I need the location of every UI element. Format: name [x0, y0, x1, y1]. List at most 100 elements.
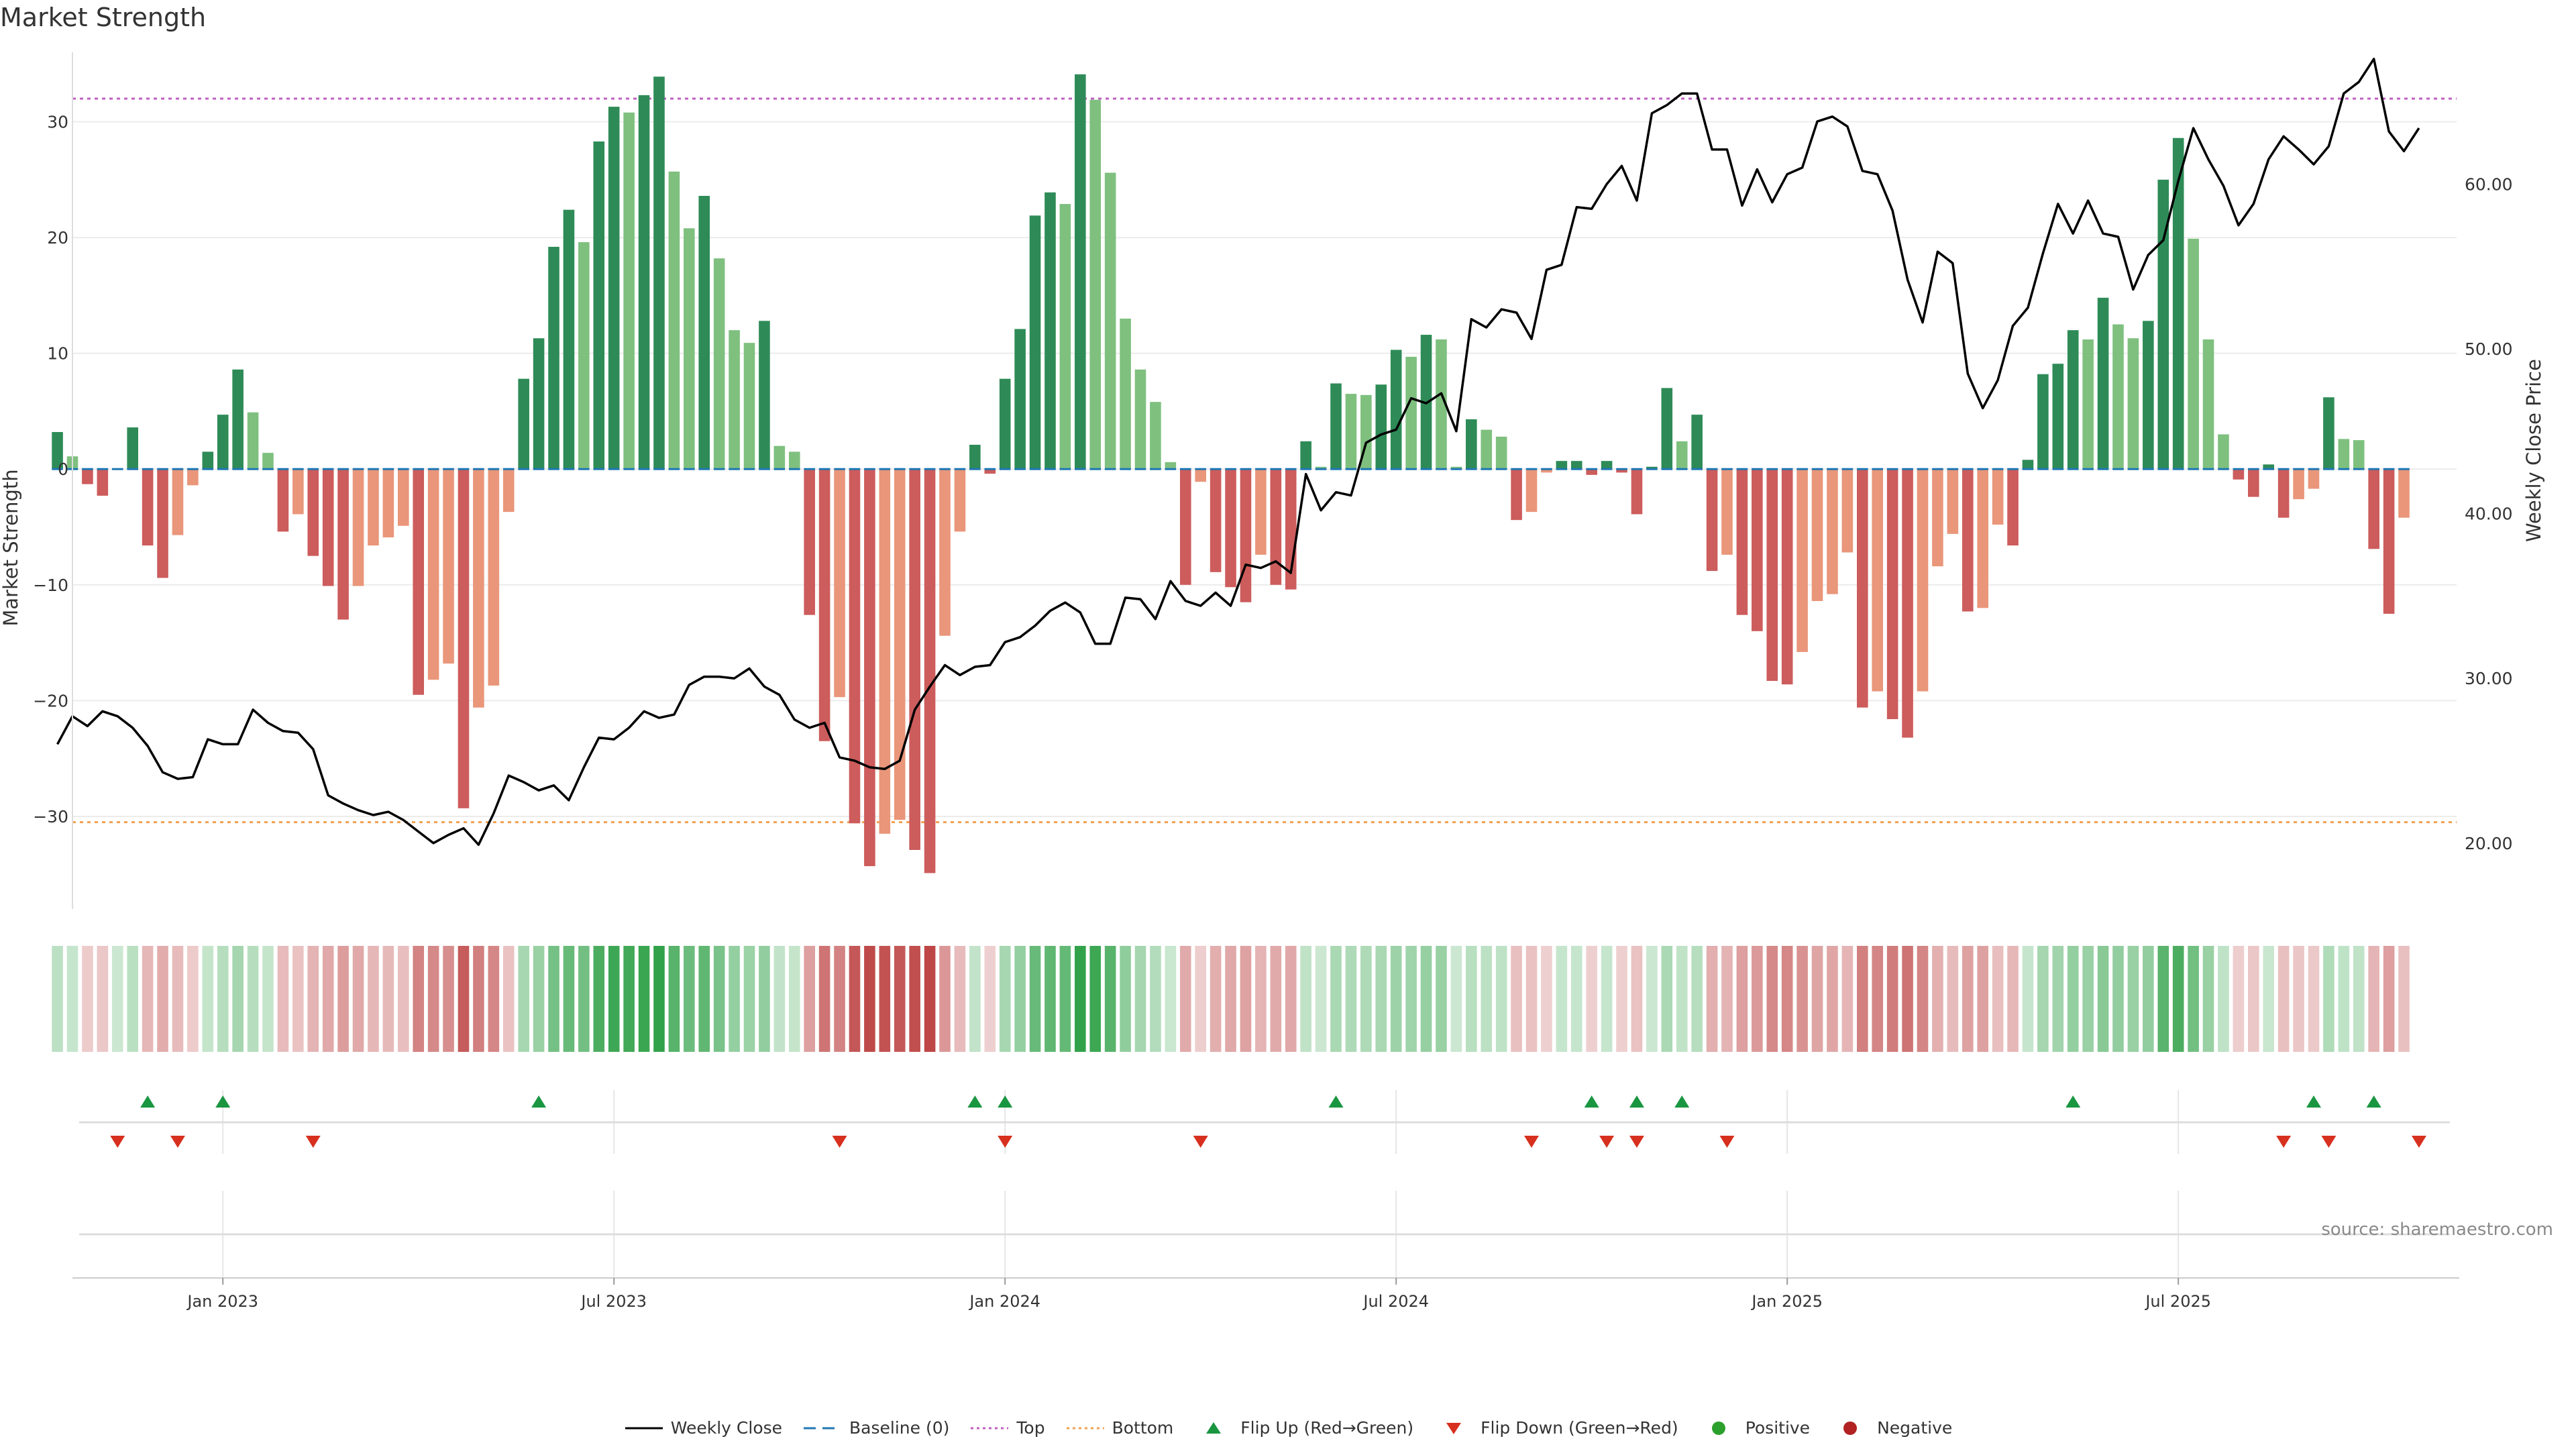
flip-up-marker	[1674, 1095, 1690, 1108]
heat-cell	[1134, 946, 1146, 1052]
heat-cell	[834, 946, 845, 1052]
strength-bar	[653, 76, 665, 470]
legend-swatch-negative	[1843, 1421, 1858, 1435]
flip-up-marker	[140, 1095, 156, 1108]
source-note: source: sharemaestro.com	[2321, 1220, 2553, 1240]
heat-cell	[368, 946, 379, 1052]
strength-bar	[413, 469, 425, 695]
strength-bars	[52, 74, 2410, 873]
heat-cell	[66, 946, 78, 1052]
heat-cell	[1736, 946, 1748, 1052]
strength-bar	[1044, 192, 1056, 470]
flip-markers	[79, 1095, 2450, 1236]
strength-bar	[1059, 204, 1071, 470]
strength-bar	[1450, 466, 1462, 470]
strength-bar	[563, 209, 575, 470]
strength-bar	[322, 469, 334, 586]
strength-bar	[172, 469, 184, 535]
strength-bar	[2172, 138, 2184, 470]
heat-cell	[488, 946, 500, 1052]
strength-bar	[578, 242, 590, 470]
heat-cell	[1947, 946, 1959, 1052]
heat-cell	[1360, 946, 1372, 1052]
strength-bar	[1541, 469, 1552, 473]
heat-cell	[1541, 946, 1552, 1052]
flip-down-marker	[2411, 1136, 2426, 1148]
heat-cell	[1255, 946, 1267, 1052]
strength-bar	[1992, 469, 2004, 525]
flip-down-marker	[1599, 1136, 1615, 1148]
strength-bar	[488, 469, 500, 686]
x-tick-label: Jan 2025	[1750, 1292, 1823, 1311]
flip-down-marker	[998, 1136, 1013, 1148]
flip-down-marker	[170, 1136, 185, 1148]
strength-bar	[2383, 469, 2395, 614]
heat-cell	[202, 946, 214, 1052]
heat-cell	[1089, 946, 1102, 1052]
heat-cell	[563, 946, 575, 1052]
strength-bar	[894, 469, 906, 820]
heat-cell	[1796, 946, 1808, 1052]
heat-cell	[1165, 946, 1177, 1052]
strength-bar	[2338, 439, 2350, 470]
heat-cell	[1120, 946, 1131, 1052]
heat-cell	[142, 946, 154, 1052]
heat-cell	[1766, 946, 1778, 1052]
heat-cell	[337, 946, 349, 1052]
heat-cell	[413, 946, 425, 1052]
heat-cell	[1616, 946, 1627, 1052]
flip-down-marker	[1719, 1136, 1735, 1148]
strength-bar	[533, 338, 545, 470]
strength-bar	[2037, 374, 2049, 470]
legend-swatch-bottom	[1066, 1427, 1104, 1429]
strength-bar	[1240, 469, 1252, 602]
heat-cell	[111, 946, 123, 1052]
strength-bar	[849, 469, 861, 824]
heat-cell	[502, 946, 515, 1052]
heat-cell	[1330, 946, 1342, 1052]
heat-cell	[82, 946, 93, 1052]
heat-cell	[1841, 946, 1854, 1052]
strength-bar	[818, 469, 830, 741]
strength-bar	[1706, 469, 1718, 572]
heat-cell	[2143, 946, 2154, 1052]
strength-bar	[337, 469, 349, 620]
heat-cell	[1962, 946, 1974, 1052]
heat-cell	[127, 946, 138, 1052]
legend-item-line: Weekly Close	[624, 1418, 782, 1438]
heat-cell	[157, 946, 168, 1052]
strength-bar	[2263, 464, 2275, 470]
strength-bar	[969, 445, 981, 470]
heat-cell	[1857, 946, 1868, 1052]
y-tick-label: 0	[58, 460, 68, 479]
strength-bar	[1616, 469, 1627, 473]
strength-bar	[97, 469, 109, 496]
strength-bar	[593, 141, 605, 470]
strength-bar	[1225, 469, 1236, 588]
flip-up-marker	[998, 1095, 1013, 1108]
heat-cell	[232, 946, 244, 1052]
heat-cell	[578, 946, 590, 1052]
heat-cell	[1225, 946, 1236, 1052]
strength-bar	[1315, 466, 1327, 470]
strength-bar	[142, 469, 154, 546]
strength-bar	[1150, 402, 1161, 470]
heat-cell	[864, 946, 875, 1052]
strength-bar	[127, 427, 138, 470]
strength-bar	[458, 469, 470, 808]
strength-bar	[1676, 441, 1688, 470]
strength-bar	[2218, 434, 2229, 470]
strength-bar	[187, 469, 199, 486]
heat-cell	[2052, 946, 2064, 1052]
strength-bar	[1390, 350, 1402, 470]
strength-bar	[1886, 469, 1898, 719]
heat-cell	[623, 946, 635, 1052]
strength-bar	[443, 469, 454, 664]
heat-cell	[1345, 946, 1357, 1052]
strength-bar	[1661, 388, 1673, 470]
strength-bar	[1481, 429, 1493, 470]
heat-cell	[2323, 946, 2334, 1052]
heat-cell	[2263, 946, 2275, 1052]
legend-label: Top	[1016, 1418, 1045, 1438]
heat-cell	[2293, 946, 2304, 1052]
